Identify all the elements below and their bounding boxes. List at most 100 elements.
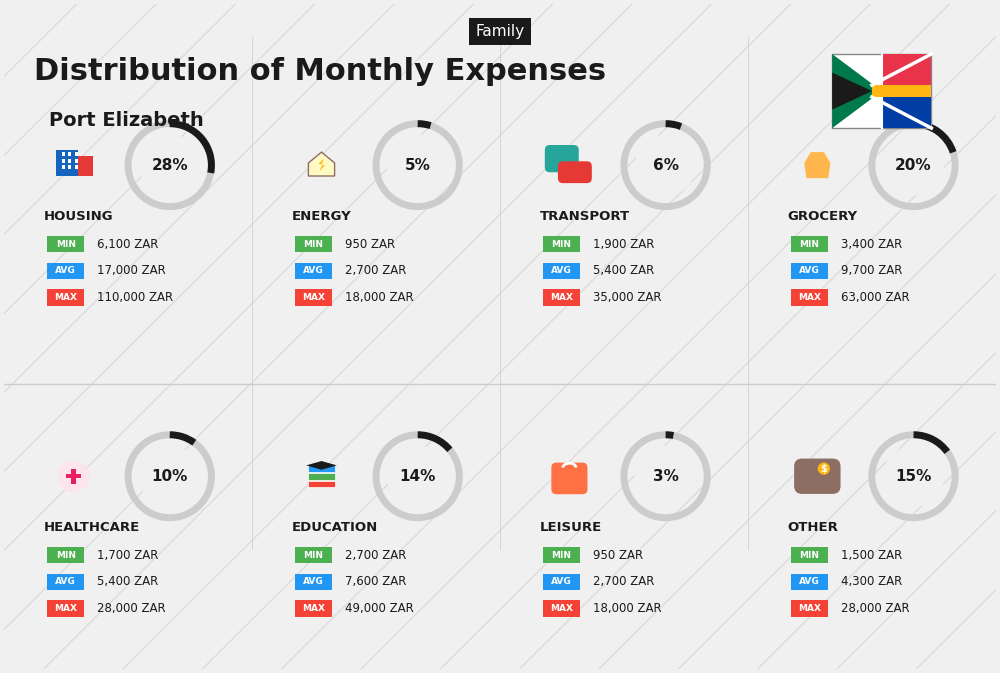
Text: 17,000 ZAR: 17,000 ZAR	[97, 264, 166, 277]
Bar	[75, 165, 78, 170]
Text: 18,000 ZAR: 18,000 ZAR	[593, 602, 662, 615]
Circle shape	[884, 446, 944, 506]
Circle shape	[140, 135, 200, 195]
Text: 28,000 ZAR: 28,000 ZAR	[841, 602, 910, 615]
Polygon shape	[308, 152, 335, 176]
Polygon shape	[306, 461, 337, 470]
Text: AVG: AVG	[55, 267, 76, 275]
Circle shape	[818, 463, 829, 474]
Circle shape	[388, 446, 448, 506]
Text: 10%: 10%	[152, 469, 188, 484]
FancyBboxPatch shape	[295, 236, 332, 252]
Text: 2,700 ZAR: 2,700 ZAR	[345, 548, 407, 562]
Text: MAX: MAX	[302, 604, 325, 613]
Text: MAX: MAX	[550, 293, 573, 302]
FancyBboxPatch shape	[794, 458, 841, 494]
Text: 1,500 ZAR: 1,500 ZAR	[841, 548, 902, 562]
Bar	[62, 165, 65, 170]
Text: 2,700 ZAR: 2,700 ZAR	[345, 264, 407, 277]
Text: MAX: MAX	[54, 604, 77, 613]
Text: MIN: MIN	[304, 240, 324, 248]
Text: $: $	[821, 464, 827, 474]
FancyBboxPatch shape	[545, 145, 579, 172]
Text: 6,100 ZAR: 6,100 ZAR	[97, 238, 159, 250]
Text: MAX: MAX	[54, 293, 77, 302]
Text: MAX: MAX	[550, 604, 573, 613]
FancyBboxPatch shape	[308, 466, 335, 472]
Circle shape	[140, 446, 200, 506]
Polygon shape	[882, 91, 931, 128]
Circle shape	[58, 461, 89, 491]
Text: 49,000 ZAR: 49,000 ZAR	[345, 602, 414, 615]
Polygon shape	[832, 73, 872, 110]
FancyBboxPatch shape	[791, 547, 828, 563]
Polygon shape	[804, 152, 830, 178]
Text: OTHER: OTHER	[788, 521, 838, 534]
FancyBboxPatch shape	[295, 574, 332, 590]
Text: ENERGY: ENERGY	[292, 210, 352, 223]
FancyBboxPatch shape	[791, 574, 828, 590]
FancyBboxPatch shape	[551, 462, 587, 494]
Text: AVG: AVG	[551, 577, 572, 586]
Bar	[75, 152, 78, 156]
Text: AVG: AVG	[799, 577, 820, 586]
Bar	[68, 159, 71, 163]
Text: 14%: 14%	[400, 469, 436, 484]
Text: MAX: MAX	[798, 293, 821, 302]
FancyBboxPatch shape	[791, 600, 828, 616]
Circle shape	[636, 446, 696, 506]
Polygon shape	[882, 54, 931, 91]
Text: MAX: MAX	[798, 604, 821, 613]
Text: 1,900 ZAR: 1,900 ZAR	[593, 238, 655, 250]
Text: 950 ZAR: 950 ZAR	[593, 548, 643, 562]
Bar	[71, 468, 76, 484]
Text: AVG: AVG	[303, 267, 324, 275]
Text: AVG: AVG	[799, 267, 820, 275]
Text: 5,400 ZAR: 5,400 ZAR	[593, 264, 654, 277]
FancyBboxPatch shape	[558, 162, 592, 183]
Text: 20%: 20%	[895, 157, 932, 173]
Text: AVG: AVG	[55, 577, 76, 586]
Polygon shape	[318, 159, 325, 172]
Bar	[62, 152, 65, 156]
Text: 18,000 ZAR: 18,000 ZAR	[345, 291, 414, 304]
Text: 1,700 ZAR: 1,700 ZAR	[97, 548, 159, 562]
Text: 63,000 ZAR: 63,000 ZAR	[841, 291, 910, 304]
Text: 3,400 ZAR: 3,400 ZAR	[841, 238, 902, 250]
Text: LEISURE: LEISURE	[540, 521, 602, 534]
Text: 6%: 6%	[653, 157, 679, 173]
FancyBboxPatch shape	[47, 547, 84, 563]
Text: GROCERY: GROCERY	[788, 210, 858, 223]
Circle shape	[884, 135, 944, 195]
FancyBboxPatch shape	[47, 574, 84, 590]
Circle shape	[636, 135, 696, 195]
Bar	[78, 156, 93, 176]
Text: MIN: MIN	[799, 240, 819, 248]
Text: AVG: AVG	[303, 577, 324, 586]
Text: 28%: 28%	[151, 157, 188, 173]
Text: HEALTHCARE: HEALTHCARE	[44, 521, 140, 534]
Text: MIN: MIN	[799, 551, 819, 560]
Bar	[68, 152, 71, 156]
Text: MIN: MIN	[56, 240, 76, 248]
Bar	[68, 165, 71, 170]
Text: Distribution of Monthly Expenses: Distribution of Monthly Expenses	[34, 57, 606, 86]
Text: 2,700 ZAR: 2,700 ZAR	[593, 575, 655, 588]
FancyBboxPatch shape	[543, 289, 580, 306]
Text: MAX: MAX	[302, 293, 325, 302]
Bar	[56, 150, 78, 176]
Text: MIN: MIN	[56, 551, 76, 560]
FancyBboxPatch shape	[791, 236, 828, 252]
FancyBboxPatch shape	[543, 574, 580, 590]
FancyBboxPatch shape	[295, 289, 332, 306]
FancyBboxPatch shape	[47, 236, 84, 252]
Text: EDUCATION: EDUCATION	[292, 521, 378, 534]
Text: 35,000 ZAR: 35,000 ZAR	[593, 291, 662, 304]
FancyBboxPatch shape	[47, 600, 84, 616]
FancyBboxPatch shape	[47, 289, 84, 306]
Text: Family: Family	[475, 24, 525, 39]
Text: 5%: 5%	[405, 157, 431, 173]
Text: 3%: 3%	[653, 469, 679, 484]
Bar	[75, 159, 78, 163]
FancyBboxPatch shape	[791, 262, 828, 279]
